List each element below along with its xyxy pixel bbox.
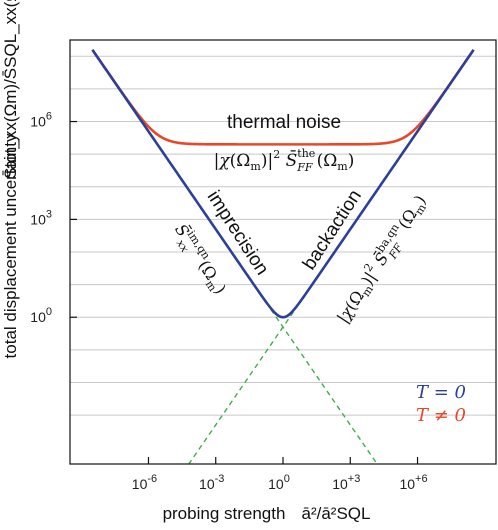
tick-label: 106 [30,111,52,130]
thermal-noise-formula: |χ(Ωm)|2 S̄the FF (Ωm) [214,147,355,174]
ticks: 10-6 10-3 100 10+3 10+6 100 103 106 [30,111,427,492]
y-axis-label-math: S̄tot_xx(Ωm)/S̄SQL_xx(Ωm) [1,0,20,179]
tick-label: 10-3 [199,473,224,492]
x-axis-label-math: ā²/ā²SQL [302,504,371,523]
tick-label: 100 [268,473,290,492]
tick-label: 10+3 [332,473,360,492]
backaction-label: backaction [299,186,366,274]
imprecision-annotation: imprecision S̄im,qnxx(Ωm) [167,187,273,300]
thermal-noise-label: thermal noise [227,112,341,133]
imprecision-formula: S̄im,qnxx(Ωm) [167,219,233,300]
series-line [91,49,475,319]
tick-label: 103 [30,208,52,227]
series-line [188,49,475,465]
legend-entry-t-zero: T = 0 [416,382,466,403]
tick-label: 10-6 [132,473,157,492]
tick-label: 10+6 [399,473,427,492]
series-line [91,49,475,146]
curves [91,49,475,465]
legend: T = 0 T ≠ 0 [416,382,466,426]
legend-entry-t-nonzero: T ≠ 0 [416,405,466,426]
tick-label: 100 [30,306,52,325]
x-axis-label: probing strength [163,504,286,523]
thermal-annotation: thermal noise |χ(Ωm)|2 S̄the FF (Ωm) [214,112,355,174]
y-axis-label: total displacement uncertainty [1,133,20,358]
